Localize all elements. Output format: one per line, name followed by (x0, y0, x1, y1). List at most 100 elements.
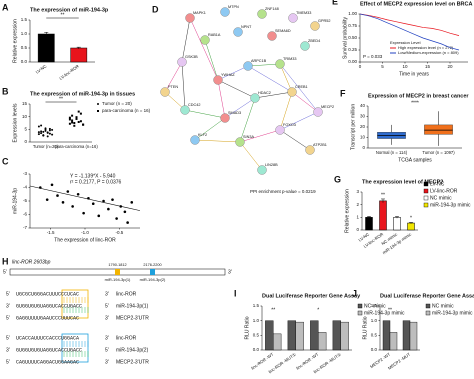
legend-marker (97, 110, 99, 112)
dot (73, 122, 76, 124)
panel-label: H (2, 256, 9, 266)
network-node (213, 75, 223, 85)
node-label: TMEM33 (296, 11, 311, 15)
dot (37, 125, 40, 128)
point (115, 217, 118, 220)
chart-title: Dual Luciferase Reporter Gene Assay (262, 293, 361, 299)
seq-name: linc-ROR (116, 335, 137, 341)
dot (51, 128, 54, 131)
seq-end: 5' (105, 347, 109, 353)
y-tick-label: 20 (360, 124, 366, 129)
network-node (180, 105, 190, 115)
network-edge (189, 17, 219, 81)
significance: ** (381, 192, 385, 198)
legend-label: NC mimic (432, 303, 454, 309)
x-tick-label: LV-NC (357, 232, 370, 243)
x-tick-label: -1.0 (81, 230, 89, 235)
chart-title: Effect of MECP2 expression level on BRCA… (360, 1, 474, 7)
chart-title: The expression level of MECP2 (362, 179, 443, 185)
legend-swatch (423, 202, 429, 208)
network-node (177, 57, 187, 67)
significance: * (410, 216, 412, 222)
chart-title: Dual Luciferase Reporter Gene Assay (380, 293, 474, 299)
network-node (257, 165, 267, 175)
network-node (200, 35, 210, 45)
network-node (275, 125, 285, 135)
sequence: CAGUUUUCAGGACUGGAAGAC (16, 359, 79, 365)
y-tick-label: 1.00 (348, 11, 357, 16)
dot (79, 112, 82, 115)
network-edge (279, 63, 293, 93)
y-tick-label: 0.25 (348, 47, 357, 52)
y-tick-label: -6 (23, 212, 27, 217)
point (130, 201, 134, 204)
y-tick-label: 0.5 (371, 333, 378, 338)
dot (37, 131, 40, 134)
dot (71, 114, 74, 117)
point (97, 214, 101, 218)
bar (340, 321, 349, 351)
network-edge (184, 109, 226, 119)
x-axis-label: The expression of linc-ROR (54, 237, 116, 243)
network-node (250, 93, 260, 103)
dot (68, 118, 71, 121)
dot (68, 122, 71, 125)
site-name: miR-194-3p(1) (105, 277, 131, 282)
survival-line (359, 13, 460, 36)
network-node (235, 137, 245, 147)
seq-end: 3' (105, 335, 109, 341)
y-tick-label: 0 (356, 227, 359, 232)
dot (48, 129, 51, 132)
legend-marker (97, 103, 99, 105)
bar (287, 320, 296, 351)
node-label: PTEN (168, 85, 178, 89)
node-label: MTPN (228, 5, 239, 9)
node-label: RAB1A (208, 33, 221, 37)
y-tick-label: 0 (362, 145, 365, 150)
seq-name: linc-ROR (116, 291, 137, 297)
y-tick-label: -3 (23, 171, 27, 176)
node-label: CREB1 (295, 85, 308, 89)
x-tick-label: 15 (425, 64, 431, 69)
fit-line (29, 185, 141, 211)
node-label: ARPC1B (251, 59, 267, 63)
legend-swatch (425, 310, 431, 316)
y-tick-label: -4 (23, 185, 27, 190)
legend-label: miR-194-3p mimic (364, 310, 405, 316)
legend-swatch (423, 188, 429, 194)
panel-label: B (2, 86, 9, 96)
point (61, 201, 65, 204)
node-label: CDC42 (188, 103, 200, 107)
network-edge (224, 97, 256, 119)
network-node (190, 135, 200, 145)
chart-title: Expression of MECP2 in breast cancer (368, 93, 469, 99)
dot (40, 132, 43, 135)
network-node (275, 59, 285, 69)
network-edge (239, 141, 263, 171)
y-axis-label: RLU Ratio (362, 316, 368, 339)
dot (71, 121, 74, 124)
bar (37, 33, 55, 63)
survival-line (359, 13, 460, 51)
dot (82, 123, 85, 126)
significance: ** (388, 307, 392, 313)
bar (365, 217, 373, 231)
network-node (310, 21, 320, 31)
network-edge (194, 139, 241, 143)
bar (379, 200, 387, 231)
network-node (257, 9, 267, 19)
bar (310, 320, 319, 351)
point (126, 221, 129, 224)
sequence: GUGGUGUGUAGGUCACCUGACC (16, 347, 82, 353)
point (107, 207, 110, 211)
annotation: Y = -1.139*X - 5.940 (70, 173, 116, 179)
network-edge (194, 117, 226, 141)
point (66, 190, 70, 193)
legend-label: NC mimic (430, 195, 452, 201)
seq-end: 3' (6, 347, 10, 353)
bar (409, 321, 418, 351)
dot (75, 117, 78, 120)
y-tick-label: -5 (23, 198, 27, 203)
